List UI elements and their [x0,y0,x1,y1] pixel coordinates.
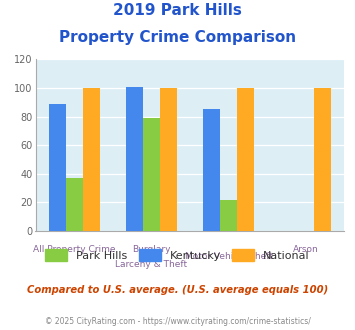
Bar [83,88,100,231]
Bar [220,200,237,231]
Legend: Park Hills, Kentucky, National: Park Hills, Kentucky, National [41,245,314,265]
Bar [126,86,143,231]
Text: Motor Vehicle Theft: Motor Vehicle Theft [185,251,273,261]
Bar [49,104,66,231]
Bar [143,118,160,231]
Bar [203,110,220,231]
Text: Larceny & Theft: Larceny & Theft [115,260,187,269]
Bar [66,178,83,231]
Text: 2019 Park Hills: 2019 Park Hills [113,3,242,18]
Text: © 2025 CityRating.com - https://www.cityrating.com/crime-statistics/: © 2025 CityRating.com - https://www.city… [45,317,310,326]
Text: Property Crime Comparison: Property Crime Comparison [59,30,296,45]
Text: Arson: Arson [293,245,319,254]
Bar [160,88,177,231]
Bar [314,88,331,231]
Bar [237,88,254,231]
Text: Compared to U.S. average. (U.S. average equals 100): Compared to U.S. average. (U.S. average … [27,285,328,295]
Text: All Property Crime: All Property Crime [33,245,115,254]
Text: Burglary: Burglary [132,245,170,254]
